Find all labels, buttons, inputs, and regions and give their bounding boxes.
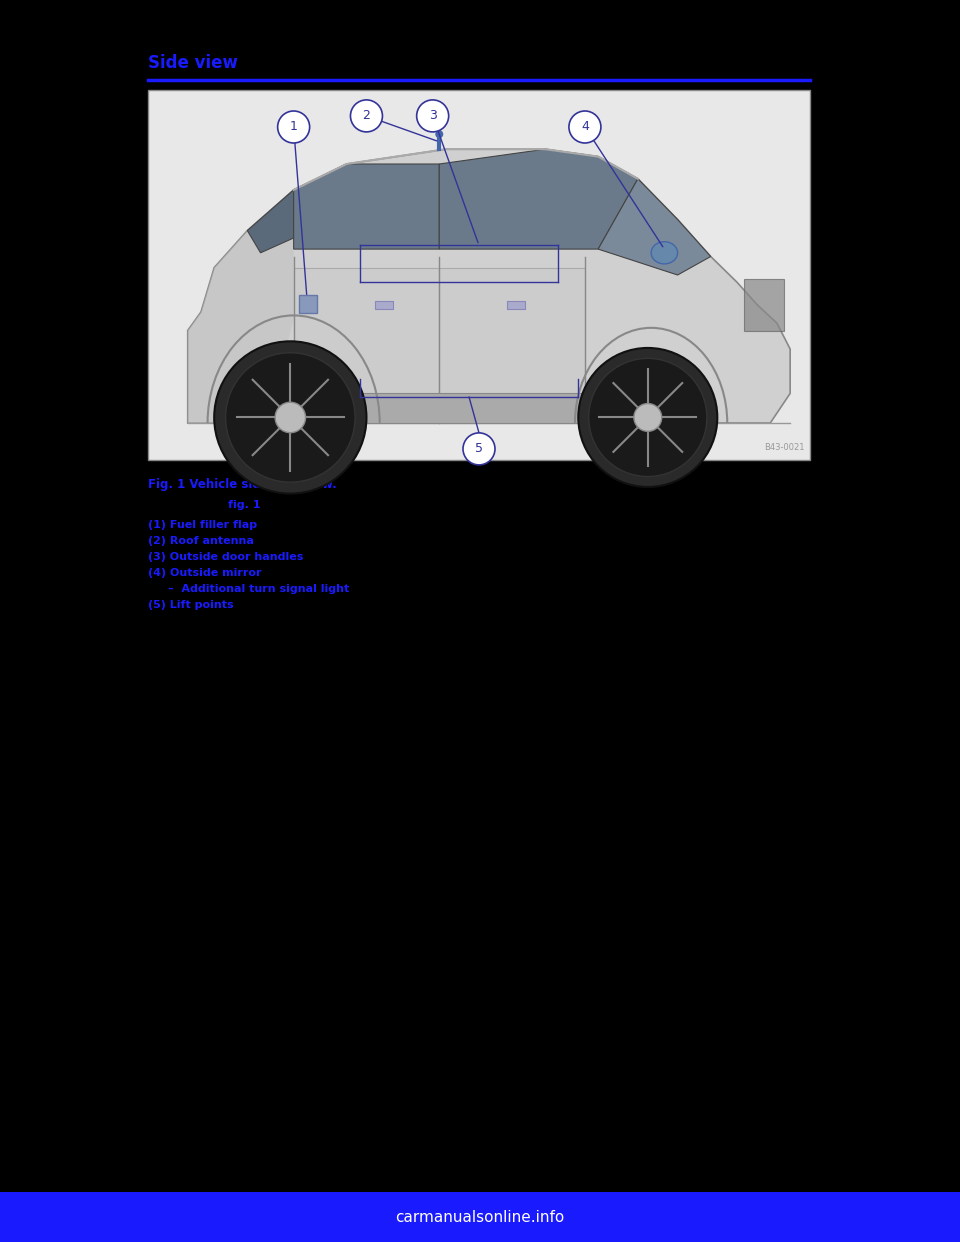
Text: 5: 5 bbox=[475, 442, 483, 456]
Text: (3) Outside door handles: (3) Outside door handles bbox=[148, 551, 303, 561]
Text: fig. 1: fig. 1 bbox=[228, 501, 260, 510]
Text: (1) Fuel filler flap: (1) Fuel filler flap bbox=[148, 520, 257, 530]
Bar bbox=[375, 301, 393, 308]
Polygon shape bbox=[440, 267, 585, 424]
Text: (5) Lift points: (5) Lift points bbox=[148, 600, 233, 610]
Text: 4: 4 bbox=[581, 120, 588, 133]
Circle shape bbox=[417, 99, 448, 132]
Text: 1: 1 bbox=[290, 120, 298, 133]
Bar bbox=[744, 278, 783, 330]
Circle shape bbox=[463, 433, 495, 465]
Circle shape bbox=[226, 353, 355, 482]
Circle shape bbox=[214, 342, 367, 493]
Polygon shape bbox=[248, 190, 294, 253]
Text: carmanualsonline.info: carmanualsonline.info bbox=[396, 1210, 564, 1225]
Text: Fig. 1 Vehicle side overview.: Fig. 1 Vehicle side overview. bbox=[148, 478, 337, 491]
Bar bbox=[0, 1192, 960, 1242]
Circle shape bbox=[276, 402, 305, 432]
Polygon shape bbox=[188, 149, 790, 424]
Polygon shape bbox=[440, 149, 637, 250]
Bar bbox=[299, 294, 317, 313]
Bar bbox=[148, 89, 810, 460]
Ellipse shape bbox=[651, 242, 678, 263]
Text: B43-0021: B43-0021 bbox=[764, 443, 805, 452]
Text: Side view: Side view bbox=[148, 53, 238, 72]
Circle shape bbox=[588, 359, 707, 477]
Text: 3: 3 bbox=[429, 109, 437, 123]
Circle shape bbox=[435, 130, 444, 138]
Circle shape bbox=[569, 111, 601, 143]
Text: –  Additional turn signal light: – Additional turn signal light bbox=[168, 584, 349, 594]
Polygon shape bbox=[188, 190, 294, 424]
Polygon shape bbox=[598, 179, 710, 274]
Text: (4) Outside mirror: (4) Outside mirror bbox=[148, 568, 261, 578]
Polygon shape bbox=[294, 267, 440, 424]
Bar bbox=[508, 301, 525, 308]
Text: 2: 2 bbox=[363, 109, 371, 123]
Circle shape bbox=[578, 348, 717, 487]
Polygon shape bbox=[280, 394, 698, 424]
Circle shape bbox=[277, 111, 310, 143]
Polygon shape bbox=[294, 164, 440, 250]
Circle shape bbox=[350, 99, 382, 132]
Text: (2) Roof antenna: (2) Roof antenna bbox=[148, 537, 253, 546]
Circle shape bbox=[634, 404, 661, 431]
